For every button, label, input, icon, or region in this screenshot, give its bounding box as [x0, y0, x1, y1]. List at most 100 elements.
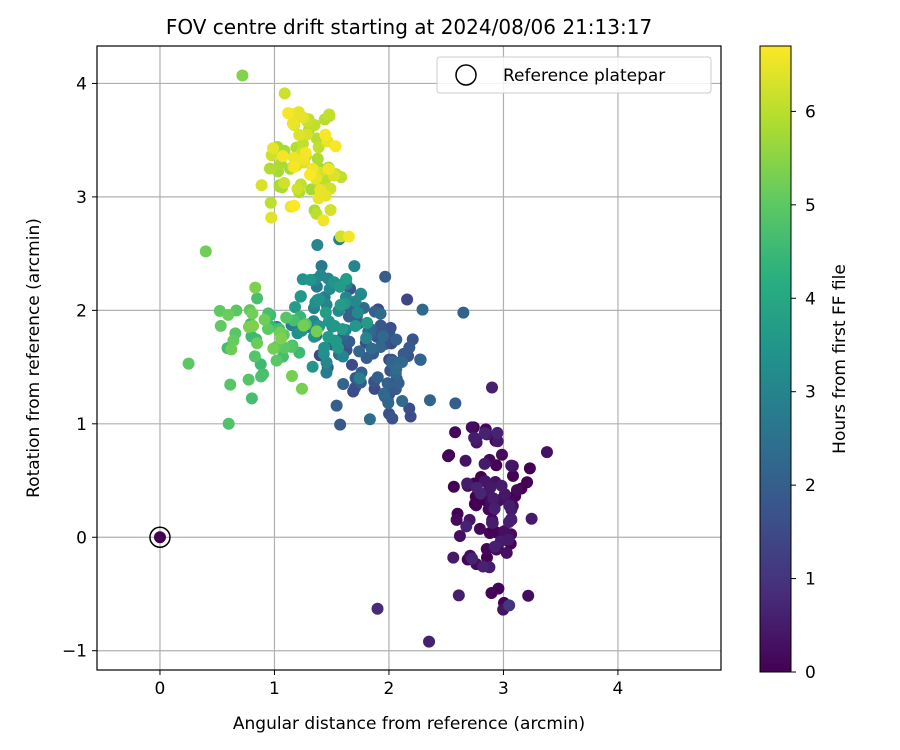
data-point — [449, 397, 462, 410]
data-point — [374, 340, 387, 353]
colorbar-tick-label: 2 — [805, 476, 816, 496]
chart-title: FOV centre drift starting at 2024/08/06 … — [166, 15, 652, 39]
data-point — [304, 273, 317, 286]
reference-platepar-marker — [149, 526, 171, 549]
data-point — [381, 377, 394, 390]
data-point — [540, 446, 553, 459]
y-tick-label: 2 — [76, 301, 87, 321]
data-point — [423, 394, 436, 407]
data-point — [488, 540, 501, 553]
data-point — [310, 325, 323, 338]
data-point — [214, 319, 227, 332]
data-point — [322, 163, 335, 176]
y-tick-label: 4 — [76, 74, 87, 94]
data-point — [288, 199, 301, 212]
data-point — [242, 373, 255, 386]
data-point — [461, 477, 474, 490]
data-point — [382, 396, 395, 409]
data-point — [267, 142, 280, 155]
data-point — [354, 287, 367, 300]
data-point — [377, 387, 390, 400]
data-point — [264, 196, 277, 209]
data-point — [371, 602, 384, 615]
colorbar-ticks: 0 1 2 3 4 5 6 — [791, 102, 816, 683]
data-point — [485, 586, 498, 599]
data-point — [324, 203, 337, 216]
y-tick-label: −1 — [62, 642, 87, 662]
data-point — [311, 152, 324, 165]
data-point — [468, 431, 481, 444]
data-point — [258, 313, 271, 326]
data-point — [379, 270, 392, 283]
data-point — [278, 176, 291, 189]
data-point — [495, 448, 508, 461]
data-point — [525, 512, 538, 525]
data-point — [392, 377, 405, 390]
x-axis: 0 1 2 3 4 — [155, 670, 623, 699]
colorbar-tick-label: 0 — [805, 663, 816, 683]
data-point — [447, 551, 460, 564]
reference-marker — [149, 526, 171, 549]
x-tick-label: 0 — [155, 679, 166, 699]
data-point — [247, 319, 260, 332]
colorbar-tick-label: 5 — [805, 196, 816, 216]
legend: Reference platepar — [436, 56, 712, 94]
data-point — [246, 307, 259, 320]
data-point — [323, 108, 336, 121]
colorbar-label: Hours from first FF file — [830, 264, 850, 454]
data-point — [450, 513, 463, 526]
data-point — [396, 394, 409, 407]
data-point — [487, 492, 500, 505]
data-point — [403, 402, 416, 415]
data-point — [363, 413, 376, 426]
data-point — [453, 529, 466, 542]
data-point — [337, 377, 350, 390]
data-point — [224, 378, 237, 391]
data-point — [510, 484, 523, 497]
data-point — [313, 293, 326, 306]
data-point — [443, 449, 456, 462]
data-point — [276, 150, 289, 163]
colorbar-tick-label: 1 — [805, 570, 816, 590]
x-tick-label: 3 — [498, 679, 509, 699]
data-point — [507, 469, 520, 482]
data-point — [484, 481, 497, 494]
data-point — [312, 141, 325, 154]
data-point — [371, 371, 384, 384]
plot-frame — [96, 45, 722, 671]
x-axis-label: Angular distance from reference (arcmin) — [233, 714, 585, 734]
data-point — [289, 301, 302, 314]
data-point — [248, 350, 261, 363]
y-axis: −1 0 1 2 3 4 — [62, 74, 97, 662]
data-point — [288, 160, 301, 173]
data-point — [311, 238, 324, 251]
data-point — [199, 245, 212, 258]
data-point — [255, 179, 268, 192]
data-point — [286, 117, 299, 130]
y-tick-label: 0 — [76, 528, 87, 548]
data-point — [351, 306, 364, 319]
data-point — [465, 421, 478, 434]
data-point — [473, 522, 486, 535]
data-point — [295, 382, 308, 395]
data-point — [320, 366, 333, 379]
data-point — [353, 372, 366, 385]
data-point — [474, 487, 487, 500]
data-point — [182, 357, 195, 370]
data-point — [319, 128, 332, 141]
data-point — [459, 454, 472, 467]
data-point — [317, 214, 330, 227]
data-point — [330, 399, 343, 412]
data-point — [466, 552, 479, 565]
data-point — [460, 520, 473, 533]
data-point — [349, 320, 362, 333]
data-point — [478, 427, 491, 440]
data-point — [297, 319, 310, 332]
data-point — [294, 290, 307, 303]
data-point — [478, 457, 491, 470]
data-point — [315, 260, 328, 273]
data-point — [361, 316, 374, 329]
data-point — [278, 87, 291, 100]
data-point — [306, 360, 319, 373]
data-point — [245, 392, 258, 405]
